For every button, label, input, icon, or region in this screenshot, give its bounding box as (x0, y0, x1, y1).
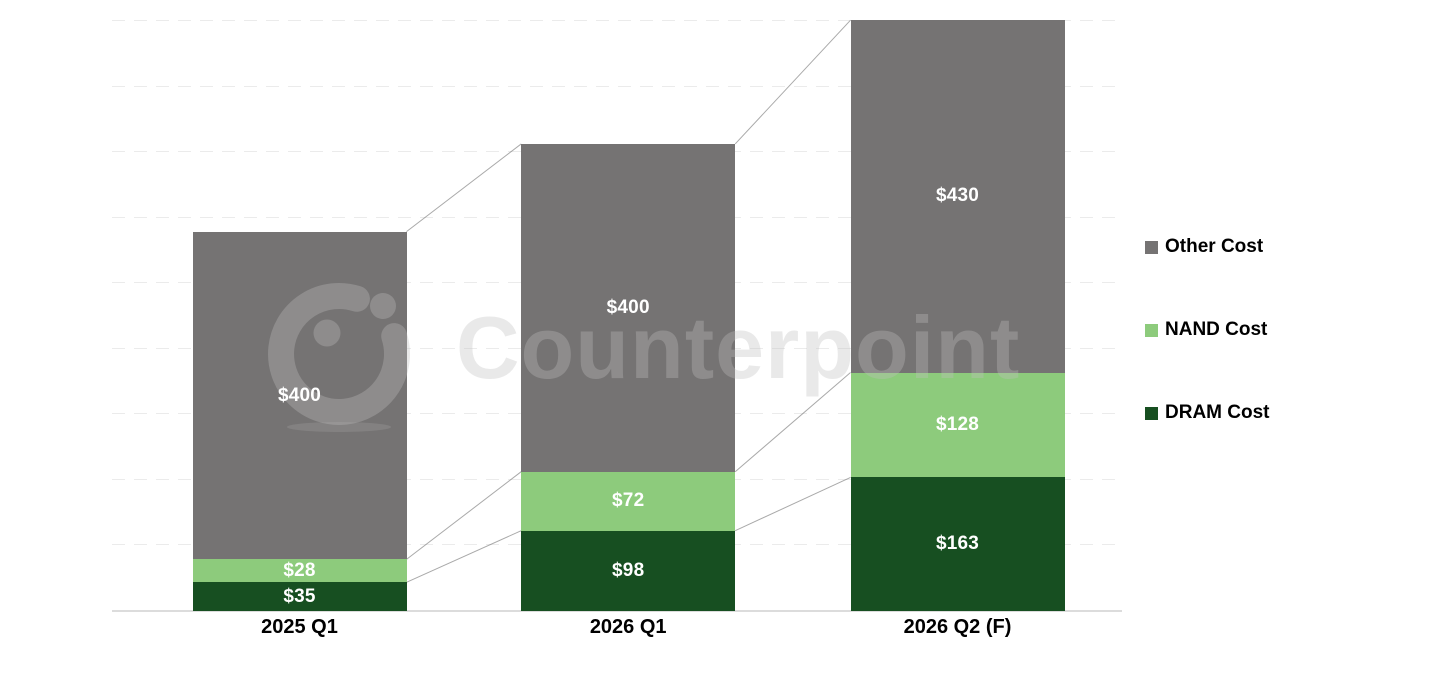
bar-segment-label: $98 (612, 559, 645, 581)
bar-segment-dram-cost: $163 (850, 477, 1065, 611)
legend-item-nand-cost: NAND Cost (1145, 319, 1267, 341)
plot-area: $35 $28 $400 2025 Q1 $98 $72 $400 2026 Q1 $163 $1… (112, 0, 1122, 638)
bar-segment-other-cost: $400 (521, 143, 736, 472)
bar-segment-label: $430 (935, 185, 980, 207)
connector-lines (406, 19, 851, 583)
gridline (112, 85, 1122, 87)
legend-label: DRAM Cost (1165, 402, 1270, 423)
connector-line (734, 19, 851, 145)
category-label: 2026 Q2 (F) (903, 616, 1012, 638)
bar-segment-label: $400 (277, 384, 322, 406)
bar-segment-dram-cost: $98 (521, 530, 736, 611)
connector-line (406, 143, 522, 233)
connector-line (734, 372, 851, 473)
legend-label: Other Cost (1165, 236, 1264, 257)
category-label: 2025 Q1 (261, 616, 338, 638)
bar-segment-nand-cost: $72 (521, 471, 736, 531)
bar-segment-label: $35 (283, 585, 316, 607)
gridline (112, 20, 1122, 22)
legend-swatch (1145, 240, 1158, 254)
connector-line (734, 476, 851, 532)
bar-segment-dram-cost: $35 (192, 582, 407, 611)
legend-label: NAND Cost (1165, 319, 1268, 340)
connector-line (406, 530, 522, 583)
bar-segment-other-cost: $400 (192, 231, 407, 560)
x-axis-line (112, 610, 1122, 612)
bar-segment-nand-cost: $128 (850, 372, 1065, 478)
connector-line (406, 471, 522, 560)
bar-segment-label: $128 (935, 414, 980, 435)
bar-segment-nand-cost: $28 (192, 559, 407, 583)
bar-segment-other-cost: $430 (850, 20, 1065, 373)
legend-item-other-cost: Other Cost (1145, 236, 1263, 258)
bar-segment-label: $28 (283, 559, 316, 581)
legend: Other Cost NAND Cost DRAM Cost (1145, 0, 1425, 681)
legend-item-dram-cost: DRAM Cost (1145, 402, 1270, 424)
legend-swatch (1145, 406, 1158, 420)
legend-swatch (1145, 323, 1158, 337)
bar-segment-label: $400 (606, 296, 650, 318)
category-label: 2026 Q1 (589, 616, 667, 638)
bar-segment-label: $72 (612, 490, 645, 512)
bar-segment-label: $163 (935, 533, 980, 555)
